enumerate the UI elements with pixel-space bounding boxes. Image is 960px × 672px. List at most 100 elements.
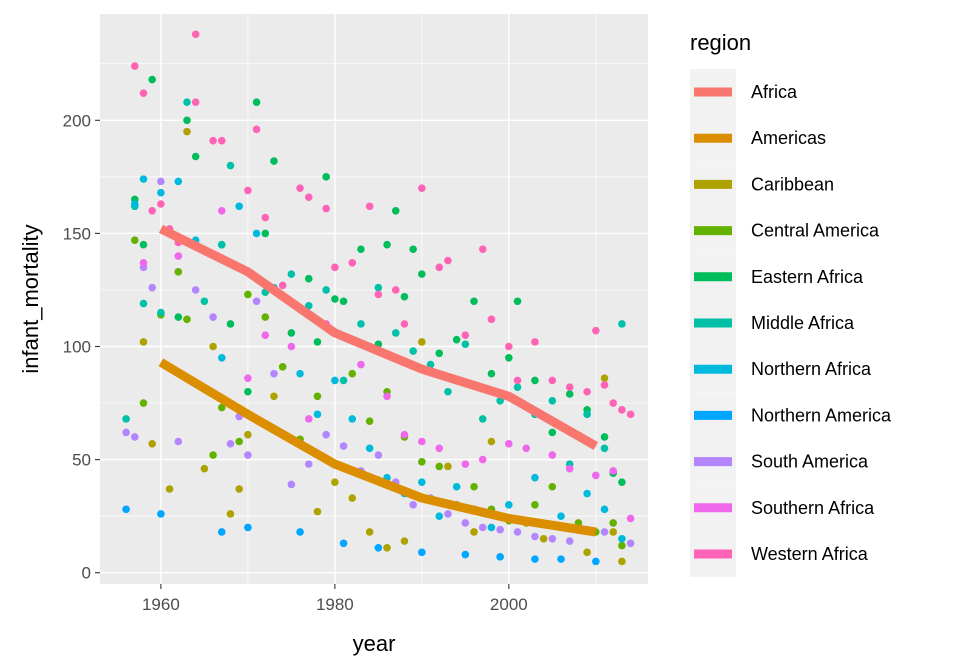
data-point: [435, 444, 444, 453]
data-point: [365, 417, 374, 425]
legend-label: Eastern Africa: [751, 267, 864, 287]
x-axis-title: year: [353, 631, 396, 656]
data-point: [565, 390, 574, 398]
data-point: [278, 281, 287, 290]
data-point: [444, 510, 452, 518]
data-point: [261, 313, 270, 321]
data-point: [626, 539, 635, 548]
data-point: [252, 98, 261, 107]
data-point: [157, 510, 165, 518]
data-point: [296, 369, 304, 378]
data-point: [339, 297, 348, 306]
legend-label: Northern Africa: [751, 359, 872, 379]
data-point: [244, 430, 252, 439]
data-point: [200, 297, 209, 306]
y-axis-title: infant_mortality: [18, 224, 43, 373]
data-point: [557, 512, 565, 520]
data-point: [183, 315, 191, 324]
data-point: [391, 286, 400, 294]
data-point: [461, 550, 470, 559]
data-point: [209, 136, 217, 145]
data-point: [148, 206, 156, 215]
data-point: [548, 376, 557, 385]
data-point: [348, 259, 357, 267]
data-point: [626, 410, 635, 419]
data-point: [322, 204, 330, 213]
data-point: [235, 437, 243, 446]
data-point: [209, 313, 217, 321]
data-point: [296, 184, 304, 192]
x-tick-label: 1980: [316, 595, 354, 614]
data-point: [383, 544, 391, 552]
data-point: [618, 478, 626, 487]
data-point: [478, 455, 487, 464]
data-point: [618, 320, 626, 328]
data-point: [217, 240, 226, 249]
trend-lines: [158, 224, 599, 537]
data-point: [618, 541, 626, 550]
data-point: [148, 439, 156, 448]
legend-title: region: [690, 30, 751, 55]
data-point: [226, 439, 235, 448]
data-point: [122, 415, 130, 423]
data-point: [304, 460, 313, 468]
data-point: [287, 270, 296, 278]
legend: region Africa Americas Caribbean Central Am…: [690, 30, 892, 577]
data-point: [252, 125, 261, 134]
data-point: [505, 501, 513, 509]
data-point: [130, 236, 139, 244]
data-point: [304, 301, 313, 310]
data-point: [461, 519, 470, 527]
data-point: [357, 360, 365, 369]
data-point: [461, 460, 470, 468]
data-point: [513, 528, 522, 536]
data-point: [531, 532, 539, 541]
data-point: [513, 297, 522, 306]
data-point: [600, 374, 609, 382]
data-point: [496, 525, 504, 534]
data-point: [322, 430, 330, 439]
data-point: [418, 338, 426, 346]
data-point: [226, 510, 235, 518]
data-point: [513, 383, 522, 392]
data-point: [600, 528, 609, 536]
data-point: [244, 451, 252, 459]
data-point: [296, 528, 304, 536]
data-point: [383, 392, 391, 401]
data-point: [583, 548, 591, 557]
data-point: [270, 157, 278, 165]
legend-label: South America: [751, 452, 869, 472]
data-point: [583, 387, 591, 396]
data-point: [287, 329, 296, 337]
data-point: [444, 256, 452, 265]
data-point: [374, 451, 383, 459]
data-point: [374, 290, 383, 299]
data-point: [122, 505, 130, 514]
data-point: [418, 437, 426, 446]
data-point: [331, 478, 339, 487]
data-point: [444, 462, 452, 471]
data-point: [217, 354, 226, 362]
y-tick-label: 150: [63, 224, 91, 243]
data-point: [313, 507, 322, 516]
data-point: [191, 152, 200, 161]
data-point: [592, 471, 600, 480]
data-point: [618, 534, 626, 543]
data-point: [287, 480, 296, 489]
data-point: [470, 297, 478, 306]
data-point: [217, 403, 226, 412]
data-point: [174, 177, 183, 186]
data-point: [391, 329, 400, 337]
data-point: [357, 245, 365, 254]
data-point: [331, 263, 339, 272]
data-point: [365, 444, 374, 453]
trend-line: [158, 224, 599, 450]
trend-line: [158, 358, 597, 537]
data-point: [400, 320, 409, 328]
data-point: [157, 308, 165, 317]
data-point: [592, 326, 600, 335]
data-point: [583, 410, 591, 419]
data-point: [418, 458, 426, 466]
y-tick-label: 100: [63, 338, 91, 357]
